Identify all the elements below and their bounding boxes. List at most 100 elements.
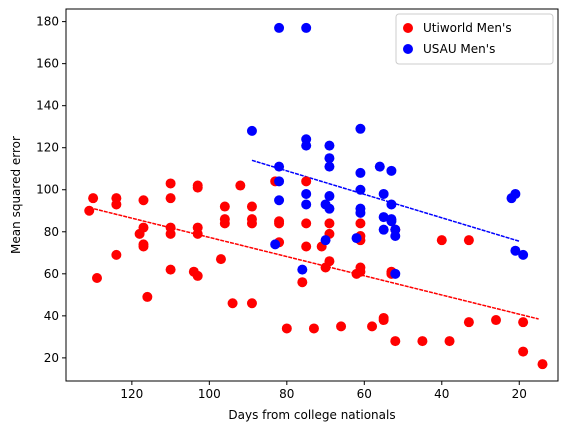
point-utiworld (463, 235, 474, 246)
point-utiworld (308, 323, 319, 334)
point-utiworld (378, 312, 389, 323)
point-usau (355, 184, 366, 195)
point-usau (246, 125, 257, 136)
point-utiworld (355, 218, 366, 229)
point-utiworld (219, 218, 230, 229)
point-utiworld (336, 321, 347, 332)
point-utiworld (111, 249, 122, 260)
point-utiworld (246, 218, 257, 229)
point-utiworld (246, 298, 257, 309)
y-tick-label: 140 (36, 99, 59, 113)
point-utiworld (138, 195, 149, 206)
point-utiworld (192, 228, 203, 239)
point-utiworld (463, 317, 474, 328)
point-usau (510, 245, 521, 256)
point-usau (510, 188, 521, 199)
point-utiworld (274, 216, 285, 227)
point-utiworld (142, 291, 153, 302)
point-utiworld (215, 254, 226, 265)
point-utiworld (138, 222, 149, 233)
point-utiworld (436, 235, 447, 246)
y-tick-label: 180 (36, 15, 59, 29)
legend-label: USAU Men's (423, 42, 495, 56)
y-tick-label: 100 (36, 183, 59, 197)
y-tick-label: 160 (36, 57, 59, 71)
point-utiworld (491, 315, 502, 326)
point-usau (386, 199, 397, 210)
trendline-utiworld (89, 206, 539, 320)
point-usau (518, 249, 529, 260)
point-usau (324, 153, 335, 164)
y-tick-label: 20 (44, 351, 59, 365)
point-utiworld (138, 239, 149, 250)
plot-frame (65, 8, 559, 382)
y-tick-label: 60 (44, 267, 59, 281)
y-axis-ticks: 20 40 60 80 100 120 140 160 180 (36, 15, 66, 365)
y-tick-label: 120 (36, 141, 59, 155)
point-usau (320, 235, 331, 246)
point-utiworld (297, 277, 308, 288)
x-tick-label: 40 (434, 387, 449, 401)
point-usau (301, 22, 312, 33)
point-utiworld (246, 201, 257, 212)
point-utiworld (111, 193, 122, 204)
point-utiworld (518, 346, 529, 357)
y-tick-label: 80 (44, 225, 59, 239)
point-usau (355, 123, 366, 134)
legend-box (395, 13, 554, 65)
point-usau (274, 22, 285, 33)
point-usau (386, 216, 397, 227)
point-utiworld (324, 256, 335, 267)
point-usau (378, 212, 389, 223)
point-utiworld (301, 218, 312, 229)
point-utiworld (165, 228, 176, 239)
y-axis-label: Mean squared error (9, 136, 23, 254)
point-utiworld (84, 205, 95, 216)
point-utiworld (91, 273, 102, 284)
point-utiworld (192, 270, 203, 281)
point-utiworld (235, 180, 246, 191)
point-usau (378, 188, 389, 199)
point-utiworld (301, 176, 312, 187)
point-usau (324, 203, 335, 214)
point-utiworld (367, 321, 378, 332)
y-tick-label: 40 (44, 309, 59, 323)
x-tick-label: 120 (120, 387, 143, 401)
point-utiworld (417, 336, 428, 347)
x-axis-ticks: 120 100 80 60 40 20 (120, 381, 527, 401)
point-usau (390, 268, 401, 279)
point-usau (297, 264, 308, 275)
point-utiworld (390, 336, 401, 347)
point-utiworld (324, 218, 335, 229)
trendline-usau (251, 159, 520, 242)
point-usau (274, 161, 285, 172)
point-utiworld (165, 178, 176, 189)
x-axis-label: Days from college nationals (228, 408, 395, 422)
point-usau (301, 140, 312, 151)
point-usau (390, 230, 401, 241)
point-usau (351, 233, 362, 244)
plot-content (84, 22, 548, 370)
x-tick-label: 100 (198, 387, 221, 401)
point-usau (374, 161, 385, 172)
legend: Utiworld Men's USAU Men's (395, 13, 554, 65)
x-tick-label: 80 (279, 387, 294, 401)
x-tick-label: 60 (357, 387, 372, 401)
point-utiworld (219, 201, 230, 212)
point-utiworld (444, 336, 455, 347)
point-utiworld (165, 264, 176, 275)
point-utiworld (518, 317, 529, 328)
point-utiworld (192, 180, 203, 191)
point-utiworld (355, 262, 366, 273)
point-usau (274, 195, 285, 206)
point-usau (301, 199, 312, 210)
point-usau (355, 207, 366, 218)
point-usau (378, 224, 389, 235)
legend-marker (403, 23, 413, 33)
legend-label: Utiworld Men's (423, 21, 512, 35)
point-utiworld (165, 193, 176, 204)
x-tick-label: 20 (512, 387, 527, 401)
legend-marker (403, 44, 413, 54)
point-utiworld (281, 323, 292, 334)
point-utiworld (301, 241, 312, 252)
